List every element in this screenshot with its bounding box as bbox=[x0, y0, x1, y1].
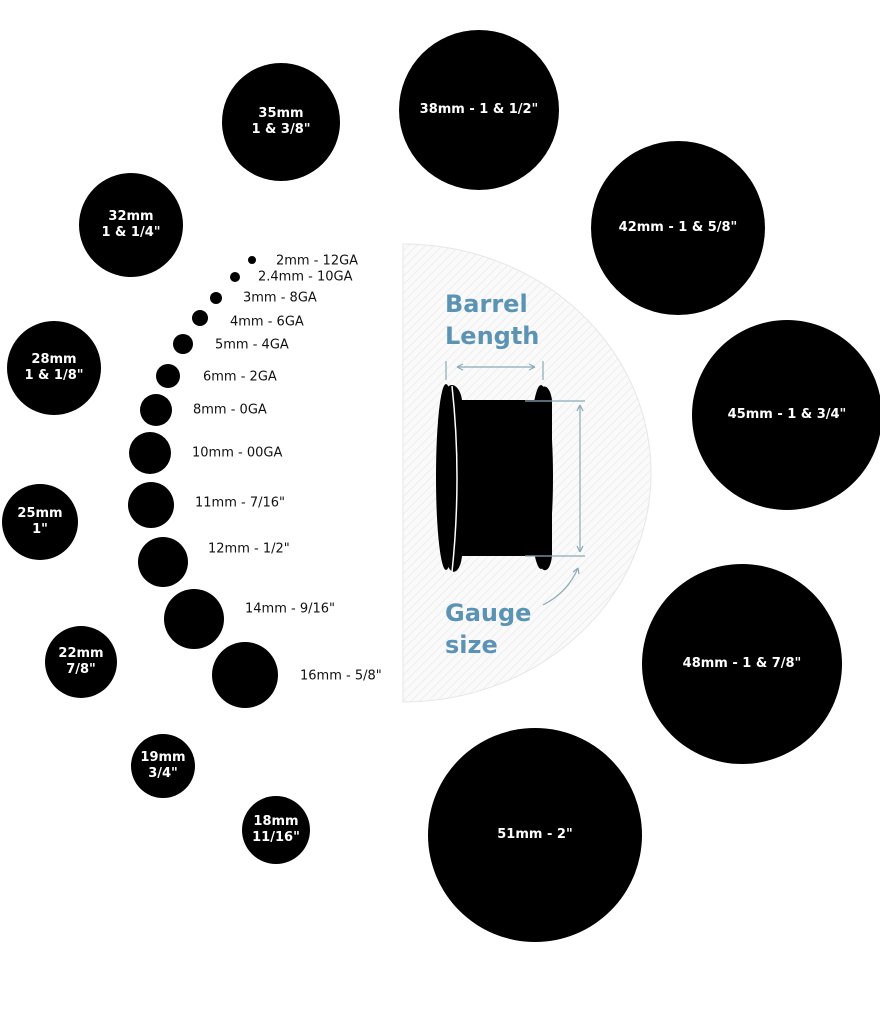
gauge-circle: 38mm - 1 & 1/2" bbox=[399, 30, 559, 190]
gauge-circle-label: 28mm bbox=[31, 351, 77, 367]
gauge-circle: 18mm 11/16" bbox=[242, 796, 310, 864]
gauge-dot bbox=[192, 310, 208, 326]
gauge-dot bbox=[248, 256, 256, 264]
gauge-circle-label: 19mm bbox=[140, 749, 186, 765]
gauge-circle: 19mm 3/4" bbox=[131, 734, 195, 798]
gauge-circle-label: 18mm bbox=[253, 813, 299, 829]
barrel-length-label: Barrel Length bbox=[445, 288, 539, 352]
gauge-label-line2: size bbox=[445, 631, 498, 659]
gauge-label: 10mm - 00GA bbox=[192, 445, 283, 461]
gauge-circle-label: 42mm - 1 & 5/8" bbox=[618, 219, 738, 235]
gauge-label: 6mm - 2GA bbox=[203, 369, 277, 385]
gauge-circle-label: 32mm bbox=[108, 208, 154, 224]
gauge-label: 11mm - 7/16" bbox=[195, 495, 285, 511]
gauge-label: 3mm - 8GA bbox=[243, 290, 317, 306]
gauge-label: 14mm - 9/16" bbox=[245, 601, 335, 617]
gauge-dot bbox=[212, 642, 278, 708]
gauge-dot bbox=[140, 394, 172, 426]
gauge-circle-label: 48mm - 1 & 7/8" bbox=[682, 655, 802, 671]
gauge-label: 12mm - 1/2" bbox=[208, 541, 290, 557]
gauge-circle: 25mm 1" bbox=[2, 484, 78, 560]
gauge-circle-label: 38mm - 1 & 1/2" bbox=[419, 101, 539, 117]
gauge-size-label: Gauge size bbox=[445, 597, 531, 661]
gauge-circle-sublabel: 1" bbox=[32, 522, 48, 537]
gauge-circle: 51mm - 2" bbox=[428, 728, 642, 942]
gauge-circle-sublabel: 3/4" bbox=[148, 766, 178, 781]
dimension-lines bbox=[445, 361, 585, 606]
gauge-circle-label: 45mm - 1 & 3/4" bbox=[727, 406, 847, 422]
gauge-circle-sublabel: 7/8" bbox=[66, 662, 96, 677]
gauge-circle: 32mm 1 & 1/4" bbox=[79, 173, 183, 277]
gauge-dot bbox=[128, 482, 174, 528]
gauge-label: 2.4mm - 10GA bbox=[258, 269, 353, 285]
gauge-circle-label: 22mm bbox=[58, 645, 104, 661]
gauge-circle-sublabel: 11/16" bbox=[252, 830, 300, 845]
gauge-circle-sublabel: 1 & 1/4" bbox=[101, 225, 161, 240]
gauge-label: 4mm - 6GA bbox=[230, 314, 304, 330]
gauge-dot bbox=[138, 537, 188, 587]
gauge-circle: 48mm - 1 & 7/8" bbox=[642, 564, 842, 764]
gauge-circle: 28mm 1 & 1/8" bbox=[7, 321, 101, 415]
gauge-circle-label: 35mm bbox=[258, 105, 304, 121]
gauge-circle: 22mm 7/8" bbox=[45, 626, 117, 698]
gauge-circle-sublabel: 1 & 1/8" bbox=[24, 368, 84, 383]
plug-icon bbox=[436, 384, 553, 573]
gauge-label: 8mm - 0GA bbox=[193, 402, 267, 418]
gauge-label-line1: Gauge bbox=[445, 599, 532, 627]
gauge-circle: 35mm 1 & 3/8" bbox=[222, 63, 340, 181]
gauge-label: 2mm - 12GA bbox=[276, 253, 359, 269]
gauge-dot bbox=[230, 272, 240, 282]
gauge-label: 16mm - 5/8" bbox=[300, 668, 382, 684]
gauge-circle-label: 25mm bbox=[17, 505, 63, 521]
gauge-dot bbox=[210, 292, 222, 304]
gauge-dot bbox=[156, 364, 180, 388]
gauge-label: 5mm - 4GA bbox=[215, 337, 289, 353]
gauge-circle-sublabel: 1 & 3/8" bbox=[251, 122, 311, 137]
gauge-dot bbox=[129, 432, 171, 474]
gauge-dot bbox=[173, 334, 193, 354]
barrel-label-line1: Barrel bbox=[445, 290, 528, 318]
barrel-label-line2: Length bbox=[445, 322, 540, 350]
gauge-dot bbox=[164, 589, 224, 649]
gauge-circle: 42mm - 1 & 5/8" bbox=[591, 141, 765, 315]
gauge-circle-label: 51mm - 2" bbox=[497, 826, 573, 842]
gauge-circle: 45mm - 1 & 3/4" bbox=[692, 320, 880, 510]
